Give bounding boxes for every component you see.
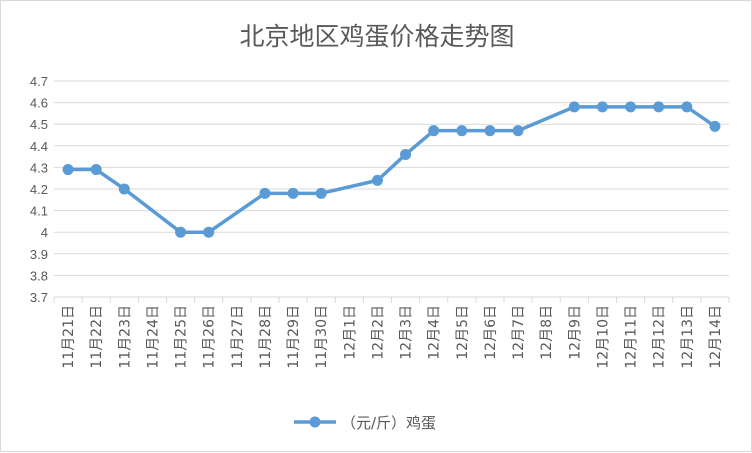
- y-tick-label: 4.6: [30, 96, 48, 111]
- x-tick-label: 12月4日: [427, 305, 443, 360]
- x-tick-label: 12月7日: [511, 305, 527, 360]
- x-tick-label: 11月25日: [174, 305, 190, 369]
- data-point: [90, 164, 102, 176]
- data-point: [428, 125, 440, 137]
- x-tick-label: 12月6日: [483, 305, 499, 360]
- data-point: [315, 187, 327, 199]
- y-tick-label: 3.9: [30, 247, 48, 262]
- x-tick-label: 11月23日: [117, 305, 133, 369]
- y-tick-label: 4.1: [30, 204, 48, 219]
- x-tick-label: 12月14日: [708, 305, 724, 369]
- x-tick-label: 11月27日: [230, 305, 246, 369]
- y-tick-label: 3.7: [30, 290, 48, 305]
- data-point: [118, 183, 130, 195]
- y-tick-label: 4.4: [30, 139, 48, 154]
- x-tick-label: 12月10日: [595, 305, 611, 369]
- data-point: [512, 125, 524, 137]
- data-point: [371, 174, 383, 186]
- x-tick-label: 11月29日: [286, 305, 302, 369]
- data-point: [456, 125, 468, 137]
- y-tick-label: 3.8: [30, 268, 48, 283]
- x-tick-label: 12月3日: [399, 305, 415, 360]
- x-tick-label: 11月22日: [89, 305, 105, 369]
- data-point: [596, 101, 608, 113]
- x-tick-label: 12月1日: [342, 305, 358, 360]
- data-point: [259, 187, 271, 199]
- x-tick-label: 12月12日: [652, 305, 668, 369]
- chart-title: 北京地区鸡蛋价格走势图: [239, 22, 514, 51]
- x-tick-label: 12月11日: [624, 305, 640, 369]
- x-tick-label: 12月9日: [567, 305, 583, 360]
- x-tick-label: 12月2日: [370, 305, 386, 360]
- data-point: [484, 125, 496, 137]
- y-tick-label: 4.2: [30, 182, 48, 197]
- data-point: [653, 101, 665, 113]
- y-tick-label: 4.5: [30, 117, 48, 132]
- y-tick-label: 4.3: [30, 160, 48, 175]
- x-tick-label: 12月13日: [680, 305, 696, 369]
- data-point: [709, 120, 721, 132]
- data-point: [287, 187, 299, 199]
- x-tick-label: 12月5日: [455, 305, 471, 360]
- x-tick-label: 11月21日: [61, 305, 77, 369]
- y-tick-label: 4.7: [30, 74, 48, 89]
- gridlines: [54, 80, 729, 298]
- x-tick-label: 11月30日: [314, 305, 330, 369]
- y-tick-label: 4: [41, 225, 48, 240]
- legend-label: （元/斤）鸡蛋: [341, 414, 436, 432]
- legend: （元/斤）鸡蛋: [294, 414, 436, 432]
- data-point: [568, 101, 580, 113]
- x-tick-label: 11月24日: [145, 305, 161, 369]
- x-axis: 11月21日 11月22日 11月23日 11月24日 11月25日 11月26日 11月2…: [53, 297, 730, 369]
- data-point: [203, 226, 215, 238]
- legend-dot-marker: [309, 416, 321, 428]
- x-tick-label: 12月8日: [539, 305, 555, 360]
- y-axis: 3.7 3.8 3.9 4 4.1 4.2 4.3 4.4 4.5 4.6 4.7: [30, 74, 48, 305]
- x-tick-label: 11月28日: [258, 305, 274, 369]
- data-point: [175, 226, 187, 238]
- data-point: [625, 101, 637, 113]
- data-point: [400, 148, 412, 160]
- data-point: [681, 101, 693, 113]
- series-layer: [62, 101, 721, 238]
- data-point: [62, 164, 74, 176]
- x-tick-label: 11月26日: [202, 305, 218, 369]
- series-line: [66, 105, 717, 234]
